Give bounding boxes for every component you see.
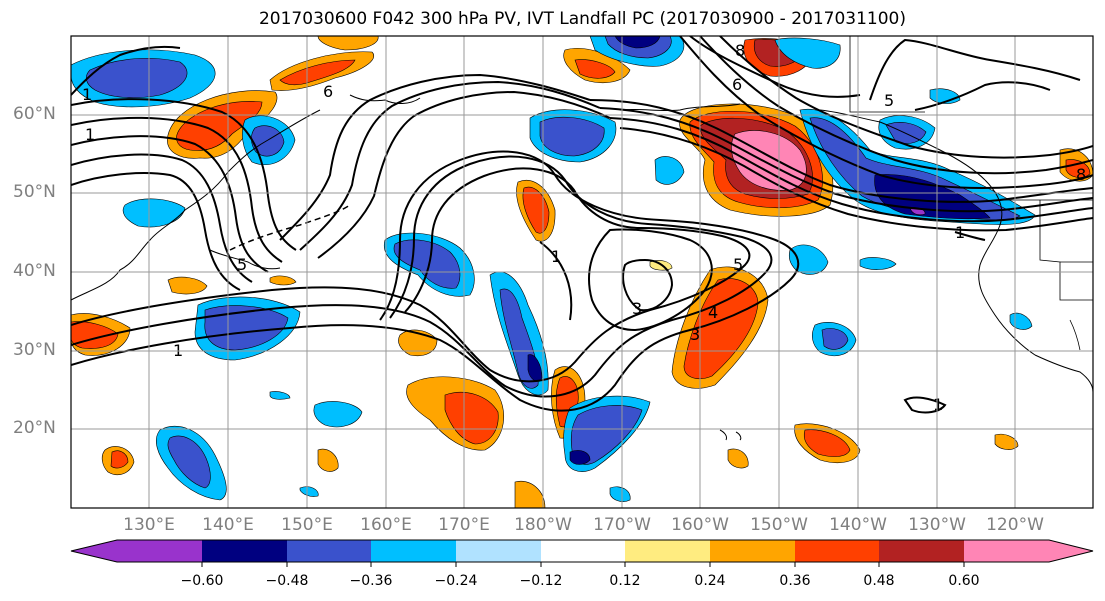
colorbar-swatch — [541, 540, 625, 562]
lon-label: 150°E — [281, 515, 333, 535]
colorbar-swatch — [287, 540, 371, 562]
contour-label: 3 — [690, 325, 700, 344]
colorbar-outline — [70, 539, 1094, 563]
lat-label: 30°N — [13, 340, 56, 360]
colorbar-tick-label: −0.24 — [434, 573, 478, 589]
colorbar-swatch — [1049, 540, 1093, 562]
contour-label: 3 — [632, 299, 642, 318]
colorbar-tick-label: −0.36 — [349, 573, 393, 589]
contour-label: 4 — [708, 303, 718, 322]
colorbar-tick-label: −0.48 — [265, 573, 309, 589]
lat-label: 60°N — [13, 104, 56, 124]
lat-label: 20°N — [13, 418, 56, 438]
colorbar-swatch — [117, 540, 202, 562]
colorbar-swatch — [202, 540, 287, 562]
colorbar-tick-label: 0.60 — [948, 573, 980, 589]
contour-label: 1 — [955, 223, 965, 242]
lon-label: 120°W — [986, 515, 1044, 535]
lon-label: 170°W — [593, 515, 651, 535]
gridlines — [71, 36, 1093, 508]
contour-label: 6 — [323, 82, 333, 101]
lon-label: 150°W — [750, 515, 808, 535]
contour-label: 5 — [237, 255, 247, 274]
lat-label: 40°N — [13, 261, 56, 281]
colorbar — [70, 539, 1094, 567]
contour-label: 5 — [884, 91, 894, 110]
contour-label: 1 — [933, 395, 943, 414]
colorbar-tick-label: 0.24 — [694, 573, 726, 589]
lon-label: 160°E — [360, 515, 412, 535]
colorbar-tick-label: 0.36 — [779, 573, 811, 589]
coastlines — [71, 94, 1093, 441]
colorbar-swatch — [456, 540, 541, 562]
colorbar-swatch — [371, 540, 456, 562]
contour-label: 1 — [82, 85, 92, 104]
lon-label: 140°E — [202, 515, 254, 535]
contour-label: 1 — [551, 247, 561, 266]
colorbar-swatch — [71, 540, 117, 562]
colorbar-tick-label: 0.12 — [609, 573, 641, 589]
contour-label: 8 — [735, 41, 745, 60]
colorbar-swatch — [625, 540, 710, 562]
lon-label: 130°E — [123, 515, 175, 535]
lon-label: 180°W — [514, 515, 572, 535]
dashed-pv-contour — [229, 204, 351, 251]
colorbar-tick-label: 0.48 — [863, 573, 895, 589]
colorbar-swatch — [964, 540, 1049, 562]
colorbar-swatch — [879, 540, 964, 562]
lon-label: 170°E — [438, 515, 490, 535]
lon-label: 140°W — [829, 515, 887, 535]
contour-label: 5 — [733, 255, 743, 274]
contour-label: 6 — [732, 75, 742, 94]
colorbar-tick-label: −0.60 — [180, 573, 224, 589]
map-title: 2017030600 F042 300 hPa PV, IVT Landfall… — [258, 9, 906, 29]
colorbar-tick-label: −0.12 — [519, 573, 563, 589]
colorbar-swatch — [795, 540, 879, 562]
lat-label: 50°N — [13, 182, 56, 202]
contour-label: 8 — [1076, 165, 1086, 184]
colorbar-swatch — [710, 540, 795, 562]
lon-label: 160°W — [671, 515, 729, 535]
map-frame — [70, 35, 1094, 509]
contour-label: 1 — [85, 125, 95, 144]
lon-label: 130°W — [908, 515, 966, 535]
